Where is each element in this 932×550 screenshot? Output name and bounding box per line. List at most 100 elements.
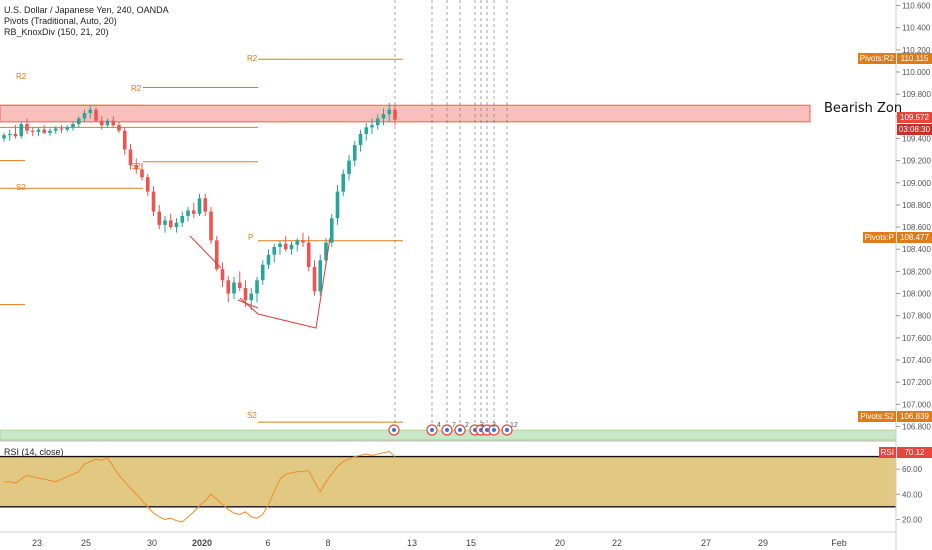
axis-tag-countdown: 03:08:30 (897, 124, 932, 135)
candle-body (324, 242, 328, 261)
candle-body (99, 120, 104, 126)
candle-body (278, 243, 282, 248)
pivot-label-s2-c: S2 (247, 411, 257, 420)
candle-body (226, 280, 231, 294)
event-count: 4 (437, 422, 441, 429)
event-count: 2 (465, 422, 469, 429)
y-tick-label: 109.800 (902, 90, 931, 99)
candle-body (36, 129, 41, 132)
candle-body (375, 118, 380, 126)
candle-body (341, 173, 346, 192)
candle-body (306, 242, 311, 267)
candle-body (53, 128, 58, 131)
candle-body (260, 264, 265, 281)
candle-body (19, 124, 24, 137)
event-marker-dot (430, 428, 434, 432)
x-tick: 23 (31, 538, 43, 548)
candle-body (283, 243, 288, 250)
divergence-line (237, 299, 259, 309)
event-marker-dot (485, 428, 489, 432)
divergence-line (239, 237, 331, 329)
legend-knoxdiv[interactable]: RB_KnoxDiv (150, 21, 20) (4, 27, 109, 37)
x-tick: Feb (831, 538, 847, 548)
candle-body (272, 247, 277, 255)
event-count: 12 (510, 422, 518, 429)
candle-body (266, 254, 271, 265)
axis-tag-rsi: 70.12 (897, 447, 932, 458)
candle-body (289, 244, 294, 250)
candle-body (197, 198, 202, 214)
candle-body (168, 220, 173, 228)
candle-body (122, 130, 127, 150)
y-tick-label: 107.600 (902, 334, 931, 343)
x-tick: 25 (80, 538, 92, 548)
candle-body (393, 109, 397, 120)
candle-body (71, 124, 75, 128)
candle-body (2, 135, 6, 139)
candle-body (76, 118, 81, 125)
candle-body (335, 191, 340, 219)
x-tick: 6 (265, 538, 271, 548)
event-count: 2 (492, 422, 496, 429)
x-tick: 20 (554, 538, 566, 548)
candle-body (203, 198, 208, 212)
x-tick: 8 (325, 538, 331, 548)
y-tick-label: 108.800 (902, 201, 931, 210)
candle-body (255, 280, 259, 294)
candle-body (128, 149, 133, 166)
y-tick-label: 108.400 (902, 245, 931, 254)
rsi-line (4, 451, 396, 523)
legend-rsi[interactable]: RSI (14, close) (4, 447, 64, 457)
y-tick-label: 107.400 (902, 356, 931, 365)
event-marker-dot (492, 428, 496, 432)
y-tick-label: 107.000 (902, 400, 931, 409)
candle-body (145, 177, 150, 192)
candle-body (209, 211, 213, 241)
candle-body (180, 216, 185, 223)
y-tick-label: 109.400 (902, 134, 931, 143)
rsi-tick-label: 40.00 (902, 490, 923, 499)
rsi-band (0, 456, 896, 507)
x-tick: 13 (406, 538, 418, 548)
candle-body (370, 125, 374, 128)
x-tick: 29 (757, 538, 769, 548)
y-tick-label: 109.200 (902, 157, 931, 166)
candle-body (318, 260, 323, 292)
candle-body (249, 293, 254, 301)
candle-body (13, 134, 18, 137)
candle-body (42, 129, 47, 133)
candle-body (387, 109, 392, 115)
legend-pivots[interactable]: Pivots (Traditional, Auto, 20) (4, 16, 117, 26)
event-marker-dot (458, 428, 462, 432)
y-tick-label: 108.000 (902, 290, 931, 299)
candle-body (134, 165, 139, 170)
candle-body (117, 125, 121, 131)
y-tick-label: 110.600 (902, 2, 931, 11)
pivot-label-r2-a: R2 (16, 72, 27, 81)
y-tick-label: 110.000 (902, 68, 931, 77)
tag-pivots-p: Pivots:P (862, 232, 896, 243)
candle-body (111, 120, 116, 126)
y-tick-label: 110.200 (902, 46, 931, 55)
event-marker-dot (445, 428, 449, 432)
candle-body (48, 130, 52, 133)
y-tick-label: 108.600 (902, 223, 931, 232)
tag-pivots-r2: Pivots:R2 (857, 53, 896, 64)
candle-body (30, 130, 35, 132)
candle-body (243, 288, 248, 301)
candle-body (358, 134, 363, 146)
x-tick: 30 (146, 538, 158, 548)
candle-body (237, 282, 242, 288)
pivot-label-p: P (248, 233, 254, 242)
rsi-tick-label: 20.00 (902, 515, 923, 524)
candle-body (220, 269, 225, 281)
candle-body (329, 218, 334, 243)
x-tick: 15 (465, 538, 477, 548)
candle-body (140, 169, 144, 178)
pivot-label-s2-a: S2 (131, 162, 141, 171)
candle-body (65, 127, 70, 130)
axis-tag-s2: 106.839 (897, 411, 932, 422)
axis-tag-p: 108.477 (897, 232, 932, 243)
event-count: 7 (452, 422, 456, 429)
